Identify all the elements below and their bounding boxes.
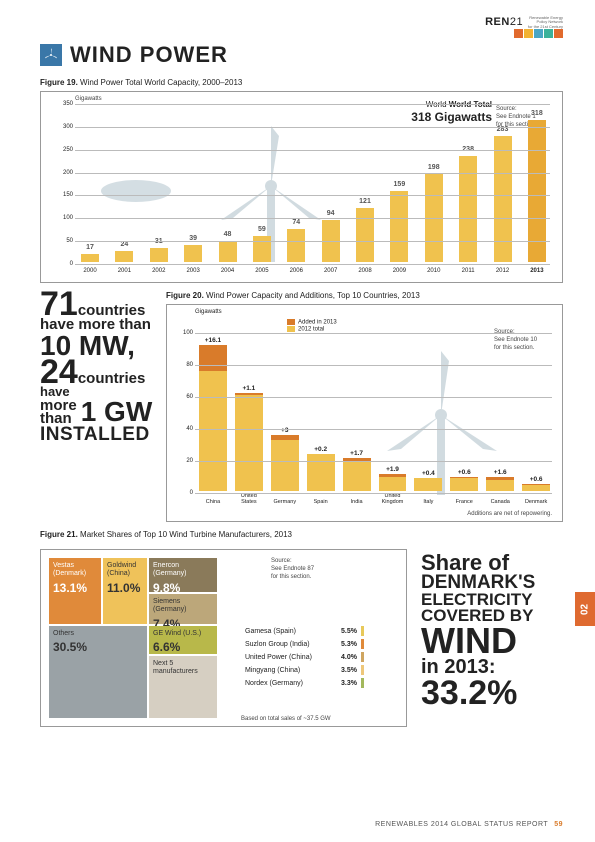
fig21-source: Source: See Endnote 87 for this section. [271,558,314,581]
treemap-block: Others30.5% [49,626,147,718]
fig21-based: Based on total sales of ~37.5 GW [241,716,331,722]
fig19-unit: Gigawatts [75,96,102,102]
logo-icons [485,29,563,41]
fig21-wrap: Source: See Endnote 87 for this section.… [40,549,407,727]
row2: 71countries have more than 10 MW, 24coun… [40,291,563,522]
next5-row: Mingyang (China)3.5% [245,665,364,675]
treemap-block: Goldwind (China)11.0% [103,558,147,624]
treemap-block: Enercon (Germany)9.8% [149,558,217,592]
fig20-unit: Gigawatts [195,309,222,315]
bar: 592005 [253,236,271,262]
bar: 1592009 [390,191,408,262]
treemap-block: Siemens (Germany)7.4% [149,594,217,624]
treemap-block: Next 5 manufacturers [149,656,217,718]
bar: +1.7India [343,458,371,491]
treemap-block: GE Wind (U.S.)6.6% [149,626,217,654]
row3: Source: See Endnote 87 for this section.… [40,549,563,727]
bar: 2832012 [494,136,512,262]
bar: +3Germany [271,435,299,491]
fig20-chart: Gigawatts Source: See Endnote 10 for thi… [166,304,563,522]
bar: 392003 [184,245,202,262]
bar: 482004 [219,241,237,262]
bar: +1.6Canada [486,477,514,491]
bar: +0.6Denmark [522,484,550,491]
bar: 172000 [81,254,99,262]
bar: 742006 [287,229,305,262]
wind-icon [40,44,62,66]
fig19-label: Figure 19. Wind Power Total World Capaci… [40,78,563,87]
bar: 1212008 [356,208,374,262]
next5-row: Nordex (Germany)3.3% [245,678,364,688]
fig21-treemap: Source: See Endnote 87 for this section.… [40,549,407,727]
fig20-wrap: Figure 20. Wind Power Capacity and Addit… [166,291,563,522]
bar: +0.2Spain [307,454,335,491]
bar: 242001 [115,251,133,262]
bar: 312002 [150,248,168,262]
bar: +16.1China [199,345,227,491]
stat-block: 71countries have more than 10 MW, 24coun… [40,291,158,522]
logo-text: REN21 [485,16,523,28]
next5-row: Gamesa (Spain)5.5% [245,626,364,636]
title-row: WIND POWER [40,42,563,68]
bar: +0.6France [450,477,478,491]
fig21-label: Figure 21. Market Shares of Top 10 Wind … [40,530,563,539]
bar: +1.9United Kingdom [379,474,407,491]
fig21-next5-list: Gamesa (Spain)5.5% Suzlon Group (India)5.… [245,626,364,691]
page-footer: RENEWABLES 2014 GLOBAL STATUS REPORT59 [375,821,563,828]
header-logo: REN21 Renewable Energy Policy Network fo… [485,16,563,41]
page: REN21 Renewable Energy Policy Network fo… [0,0,595,842]
denmark-stat: Share of DENMARK'S ELECTRICITY COVERED B… [415,549,563,727]
logo-subtitle: Renewable Energy Policy Network for the … [528,16,563,29]
page-title: WIND POWER [70,42,228,68]
bar: +0.4Italy [414,478,442,491]
next5-row: Suzlon Group (India)5.3% [245,639,364,649]
bar: +1.1United States [235,393,263,491]
fig20-label: Figure 20. Wind Power Capacity and Addit… [166,291,563,300]
fig20-footnote: Additions are net of repowering. [467,511,552,517]
next5-row: United Power (China)4.0% [245,652,364,662]
fig19-chart: Gigawatts Source: See Endnote 1 for this… [40,91,563,283]
treemap-block: Vestas (Denmark)13.1% [49,558,101,624]
section-tab: 02 [575,592,595,626]
